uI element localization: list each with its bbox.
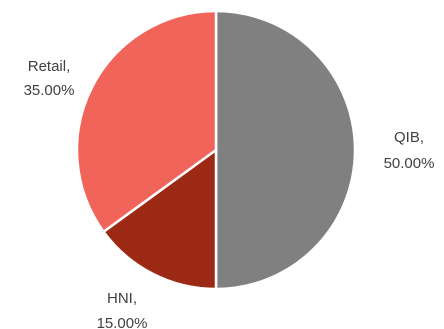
data-label-value-qib: 50.00% bbox=[384, 155, 435, 172]
data-label-value-hni: 15.00% bbox=[97, 315, 148, 329]
data-label-name-qib: QIB, bbox=[394, 129, 424, 146]
data-label-value-retail: 35.00% bbox=[24, 82, 75, 99]
pie-slice-retail bbox=[75, 9, 218, 233]
pie-slice-qib bbox=[214, 9, 357, 291]
pie-slices bbox=[75, 9, 357, 291]
pie-slice-hni bbox=[102, 148, 218, 291]
data-label-name-retail: Retail, bbox=[28, 58, 71, 75]
data-label-name-hni: HNI, bbox=[107, 290, 137, 307]
pie-data-labels: QIB, 50.00% HNI, 15.00% Retail, 35.00% bbox=[24, 58, 435, 329]
